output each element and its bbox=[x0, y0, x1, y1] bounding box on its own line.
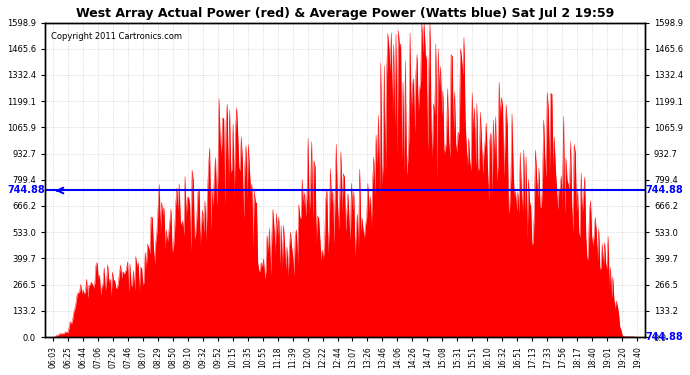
Title: West Array Actual Power (red) & Average Power (Watts blue) Sat Jul 2 19:59: West Array Actual Power (red) & Average … bbox=[76, 7, 614, 20]
Text: 744.88: 744.88 bbox=[645, 332, 682, 342]
Text: Copyright 2011 Cartronics.com: Copyright 2011 Cartronics.com bbox=[51, 32, 182, 41]
Text: 744.88: 744.88 bbox=[645, 186, 682, 195]
Text: 744.88: 744.88 bbox=[8, 186, 45, 195]
